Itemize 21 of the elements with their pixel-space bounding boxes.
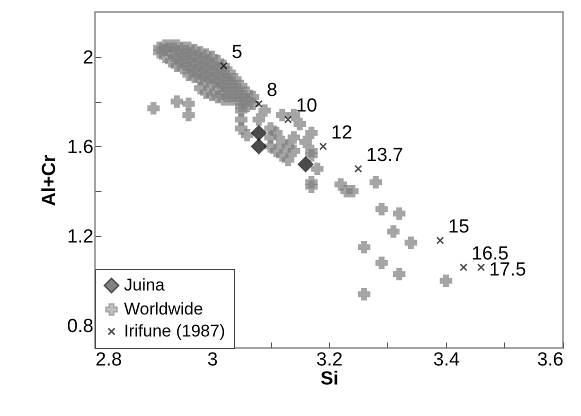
annotation: 13.7 — [366, 144, 404, 166]
annotation: 5 — [232, 42, 242, 63]
legend-label: Irifune (1987) — [124, 322, 226, 340]
annotation: 12 — [331, 122, 352, 144]
x-tick-label: 3.2 — [316, 350, 343, 370]
x-tick-label: 3.6 — [537, 350, 564, 370]
legend-label: Worldwide — [124, 300, 204, 318]
x-tick-label: 3 — [207, 350, 218, 370]
annotation: 8 — [266, 80, 278, 101]
y-tick-label: 2 — [82, 47, 94, 68]
annotation: 10 — [296, 96, 318, 117]
x-axis-title: Si — [320, 368, 338, 390]
annotation: 15 — [448, 216, 470, 238]
x-tick-label: 3.4 — [433, 350, 460, 370]
x-tick-label: 2.8 — [96, 350, 122, 370]
y-tick-label: 0.8 — [67, 316, 94, 338]
annotation: 17.5 — [489, 259, 526, 280]
y-axis-title: Al+Cr — [39, 154, 60, 206]
y-tick-label: 1.2 — [67, 226, 94, 248]
legend-label: Juina — [124, 276, 166, 294]
y-tick-label: 1.6 — [67, 136, 94, 158]
